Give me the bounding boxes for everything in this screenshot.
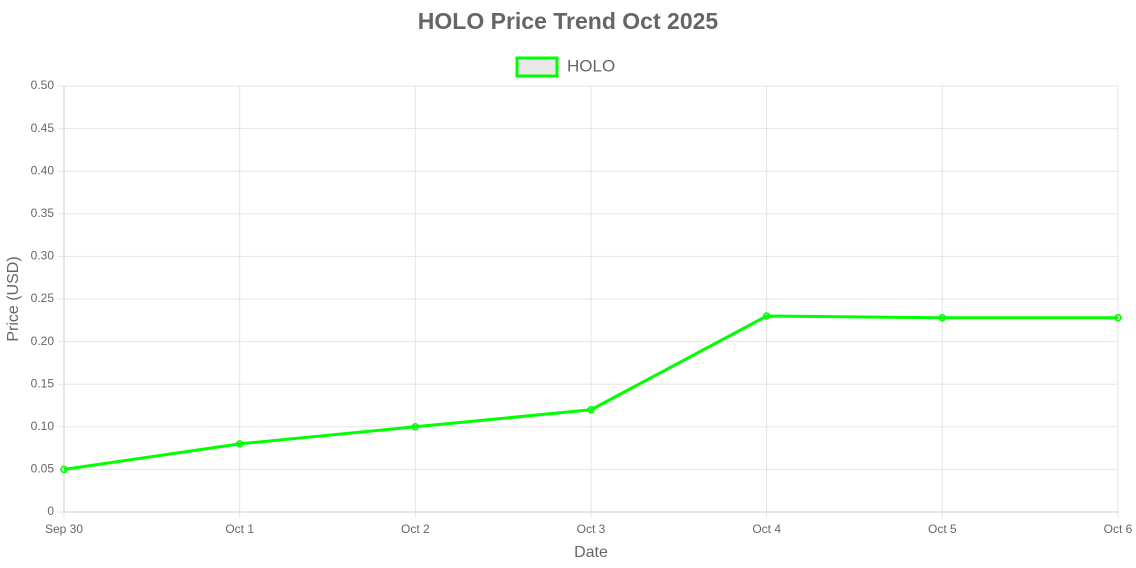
x-tick-label: Sep 30 <box>45 522 83 536</box>
point <box>587 406 595 414</box>
point <box>762 312 771 320</box>
y-axis-title: Price (USD) <box>5 256 22 341</box>
point <box>60 465 68 474</box>
y-tick-label: 0.40 <box>31 163 55 177</box>
y-tick-label: 0.05 <box>31 462 55 476</box>
line <box>63 314 1118 471</box>
y-tick-label: 0.25 <box>31 291 55 305</box>
x-tick-label: Oct 6 <box>1104 522 1133 536</box>
x-tick-label: Oct 2 <box>401 522 430 536</box>
legend-swatch <box>515 56 559 78</box>
y-tick-label: 0.20 <box>31 334 55 348</box>
chart-title: HOLO Price Trend Oct 2025 <box>418 8 719 34</box>
y-tick-label: 0.50 <box>31 78 55 92</box>
y-tick-label: 0.30 <box>31 249 55 263</box>
x-axis-title: Date <box>574 544 608 561</box>
y-tick-label: 0.10 <box>31 419 55 433</box>
y-tick-label: 0.35 <box>31 206 55 220</box>
point <box>1114 313 1122 322</box>
point <box>938 313 947 322</box>
x-tick-label: Oct 5 <box>928 522 957 536</box>
x-tick-label: Oct 4 <box>752 522 781 536</box>
y-tick-label: 0 <box>47 504 54 518</box>
legend-label: HOLO <box>567 56 615 75</box>
point <box>235 440 244 448</box>
point <box>411 423 420 431</box>
x-tick-label: Oct 3 <box>577 522 606 536</box>
y-tick-label: 0.15 <box>31 376 55 390</box>
y-tick-label: 0.45 <box>31 121 55 135</box>
x-tick-label: Oct 1 <box>225 522 254 536</box>
